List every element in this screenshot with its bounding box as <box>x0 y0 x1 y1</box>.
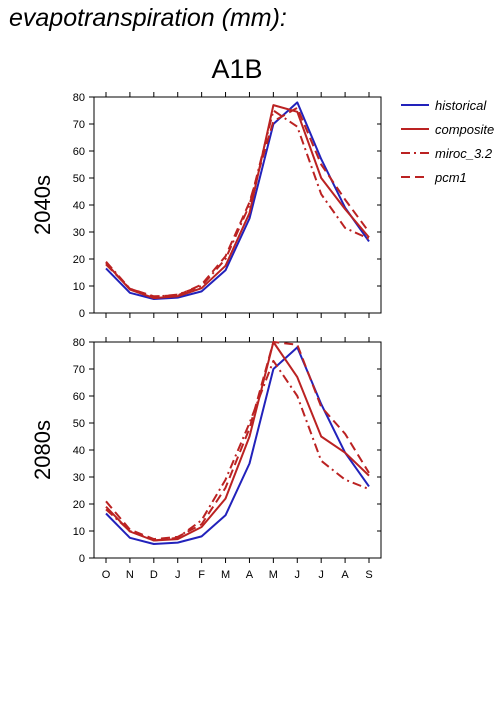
series-line-historical <box>105 101 370 300</box>
x-tick-label: M <box>221 569 230 581</box>
y-tick-label: 10 <box>73 281 85 293</box>
y-tick-label: 50 <box>73 173 85 185</box>
x-tick-label: S <box>365 569 372 581</box>
y-tick-label: 80 <box>73 337 85 349</box>
panel-label: 2040s <box>30 175 55 235</box>
y-tick-label: 0 <box>79 308 85 320</box>
x-tick-label: J <box>295 569 301 581</box>
series-line-historical <box>105 346 370 545</box>
x-tick-label: A <box>341 569 349 581</box>
y-tick-label: 70 <box>73 119 85 131</box>
x-tick-label: J <box>175 569 181 581</box>
y-tick-label: 40 <box>73 200 85 212</box>
panel-label: 2080s <box>30 420 55 480</box>
x-tick-label: N <box>126 569 134 581</box>
legend-label: miroc_3.2 <box>435 146 493 161</box>
series-line-pcm1 <box>105 106 370 298</box>
y-tick-label: 30 <box>73 472 85 484</box>
y-tick-label: 80 <box>73 92 85 104</box>
x-tick-label: O <box>102 569 111 581</box>
y-tick-label: 60 <box>73 146 85 158</box>
x-tick-label: D <box>150 569 158 581</box>
series-line-composite <box>105 341 370 542</box>
y-tick-label: 50 <box>73 418 85 430</box>
plot-frame <box>93 96 382 314</box>
scenario-title: A1B <box>211 54 263 84</box>
legend-label: pcm1 <box>434 170 467 185</box>
series-line-composite <box>105 104 370 300</box>
y-tick-label: 20 <box>73 254 85 266</box>
y-tick-label: 30 <box>73 227 85 239</box>
y-tick-label: 20 <box>73 499 85 511</box>
series-line-pcm1 <box>105 341 370 541</box>
y-tick-label: 0 <box>79 553 85 565</box>
y-tick-label: 40 <box>73 445 85 457</box>
x-tick-label: A <box>246 569 254 581</box>
x-tick-label: M <box>269 569 278 581</box>
series-line-miroc_3.2 <box>105 109 370 298</box>
y-tick-label: 60 <box>73 391 85 403</box>
x-tick-label: J <box>318 569 324 581</box>
series-line-miroc_3.2 <box>105 359 370 542</box>
legend-label: composite <box>435 122 494 137</box>
legend-label: historical <box>435 98 487 113</box>
page-title: evapotranspiration (mm): <box>9 4 287 32</box>
chart-panel-2040s: 0 10 20 30 40 50 60 70 80 2040s <box>30 92 382 320</box>
x-tick-label: F <box>198 569 205 581</box>
chart-legend: historical composite miroc_3.2 pcm1 <box>401 98 494 185</box>
chart-panel-2080s: 0 10 20 30 40 50 60 70 80 O N D J F M A M J J A S 2080s <box>30 337 382 581</box>
y-tick-label: 70 <box>73 364 85 376</box>
y-tick-label: 10 <box>73 526 85 538</box>
